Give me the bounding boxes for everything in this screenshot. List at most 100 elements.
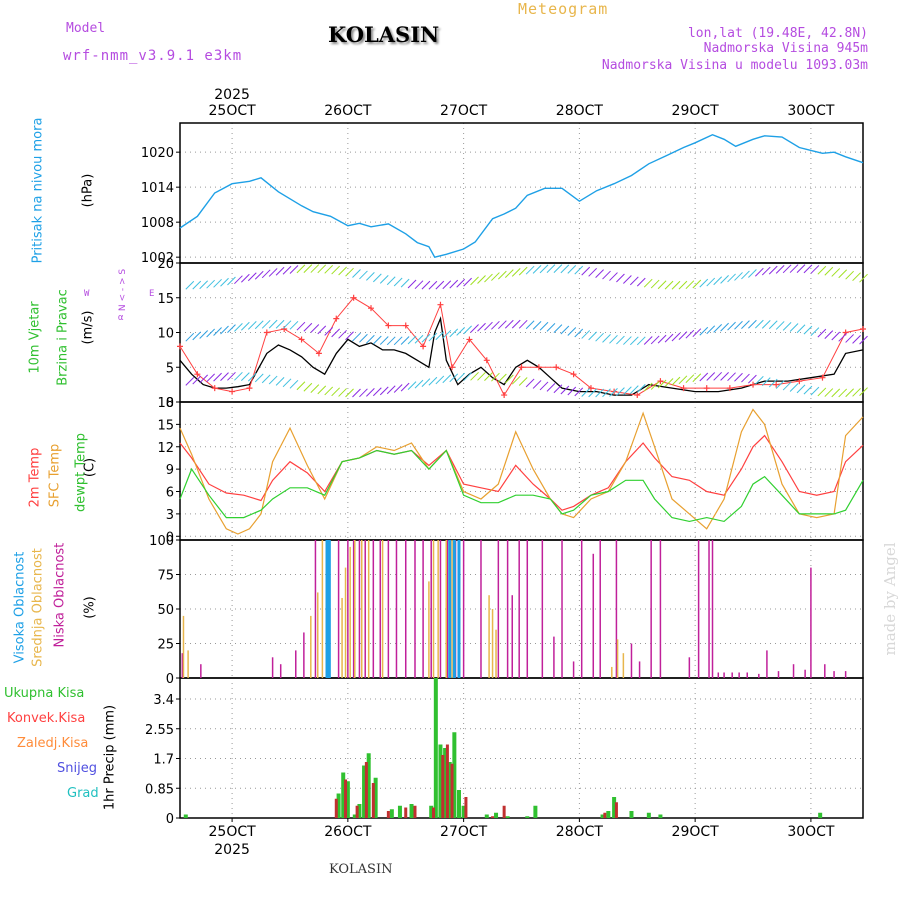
wind-arrow xyxy=(421,280,431,290)
wind-arrow xyxy=(282,320,292,330)
cloud-mid-bar xyxy=(616,639,619,678)
wind-arrow xyxy=(609,272,618,281)
wind-arrow xyxy=(456,326,466,336)
wind-arrow xyxy=(491,320,500,330)
wind-arrow xyxy=(400,336,410,345)
wind-arrow xyxy=(372,335,382,345)
y-tick-label: 5 xyxy=(166,361,174,376)
wind-arrow xyxy=(449,279,459,289)
cloud-low-bar xyxy=(592,553,595,678)
wind-arrow xyxy=(414,379,424,389)
wind-gust-point xyxy=(466,336,473,343)
cloud-low-bar xyxy=(580,540,583,678)
wind-arrow xyxy=(539,321,549,331)
wind-arrow xyxy=(734,272,743,281)
precip-total-bar xyxy=(345,781,350,818)
cloud-low-bar xyxy=(723,672,725,678)
wind-arrow xyxy=(470,371,479,381)
wind-east-label: E xyxy=(149,289,155,299)
wind-arrow xyxy=(629,385,639,394)
wind-arrow xyxy=(338,388,347,397)
wind-arrow xyxy=(803,325,813,335)
cloud-low-bar xyxy=(422,540,424,678)
wind-gust-point xyxy=(518,364,525,371)
wind-arrow xyxy=(706,277,716,287)
legend-konvek: Konvek.Kisa xyxy=(7,711,86,726)
y-tick-label: 100 xyxy=(149,534,174,549)
model-elevation-label: Nadmorska Visina u modelu 1093.03m xyxy=(601,58,868,73)
wind-arrow xyxy=(803,264,813,274)
wind-arrow xyxy=(609,334,618,344)
cloud-low-bar xyxy=(541,540,544,678)
wind-arrow xyxy=(636,277,646,287)
wind-gust-point xyxy=(703,385,710,392)
y-tick-label: 3.4 xyxy=(153,693,174,708)
wind-arrow xyxy=(428,376,438,386)
wind-arrow xyxy=(386,336,396,346)
cloud-mid-bar xyxy=(622,653,625,678)
wind-arrow xyxy=(352,332,361,342)
precip-convective-bar xyxy=(441,755,445,818)
wind-arrow xyxy=(296,264,306,274)
temp-line-sfc xyxy=(179,408,864,535)
wind-arrow xyxy=(331,265,341,275)
wind-arrow xyxy=(442,374,452,384)
cloud-low-bar xyxy=(439,540,442,678)
wind-arrow xyxy=(393,384,403,393)
precip-total-bar xyxy=(397,805,402,818)
wind-arrow xyxy=(491,272,500,281)
wind-arrow xyxy=(511,267,521,277)
y-tick-label: 3 xyxy=(166,508,174,523)
wind-arrow xyxy=(331,328,341,338)
cloud-high-bar xyxy=(325,540,329,678)
y-tick-label: 2.55 xyxy=(145,723,174,738)
wind-arrow xyxy=(247,372,257,382)
wind-arrow xyxy=(518,319,528,329)
cloud-low-bar xyxy=(746,672,748,678)
wind-arrow xyxy=(303,382,313,392)
top-year-label: 2025 xyxy=(214,87,250,103)
wind-arrow xyxy=(504,374,514,384)
wind-arrow xyxy=(831,388,841,398)
wind-arrow xyxy=(859,273,868,283)
wind-gust-point xyxy=(553,364,560,371)
cloud-mid-bar xyxy=(437,540,439,678)
cloud-mid-bar xyxy=(344,567,347,678)
cloud-low-bar xyxy=(279,664,282,678)
wind-arrow xyxy=(671,332,681,342)
wind-arrow xyxy=(338,329,347,339)
cloud-low-bar xyxy=(766,650,768,678)
wind-arrow xyxy=(727,321,736,331)
wind-arrow xyxy=(588,331,597,341)
precip-total-bar xyxy=(352,814,357,818)
wind-arrow xyxy=(477,275,486,284)
wind-gust-point xyxy=(350,294,357,301)
wind-arrow xyxy=(379,275,389,284)
footer-station: KOLASIN xyxy=(329,862,393,877)
cloud-mid-bar xyxy=(367,540,370,678)
wind-arrow xyxy=(407,335,417,345)
wind-arrow xyxy=(324,386,334,396)
wind-arrow xyxy=(331,387,341,397)
wind-arrow xyxy=(296,381,306,391)
wind-arrow xyxy=(671,376,681,386)
wind-arrow xyxy=(838,332,848,342)
wind-arrow xyxy=(414,334,424,344)
wind-arrow xyxy=(761,266,771,276)
wind-arrow xyxy=(581,330,591,339)
y-tick-label: 9 xyxy=(166,463,174,478)
wind-arrow xyxy=(643,278,653,288)
wind-arrow xyxy=(595,332,604,342)
wind-arrow xyxy=(428,332,438,342)
wind-arrow xyxy=(275,266,285,276)
precip-convective-bar xyxy=(502,805,506,818)
wind-arrow xyxy=(775,264,785,274)
wind-arrow xyxy=(185,332,195,342)
wind-arrow xyxy=(359,333,368,343)
precip-convective-bar xyxy=(614,802,618,818)
precip-total-bar xyxy=(525,816,530,818)
wind-arrow xyxy=(338,266,347,276)
wind-arrow xyxy=(282,378,292,388)
wind-arrow xyxy=(650,381,660,390)
precip-total-bar xyxy=(600,814,605,818)
